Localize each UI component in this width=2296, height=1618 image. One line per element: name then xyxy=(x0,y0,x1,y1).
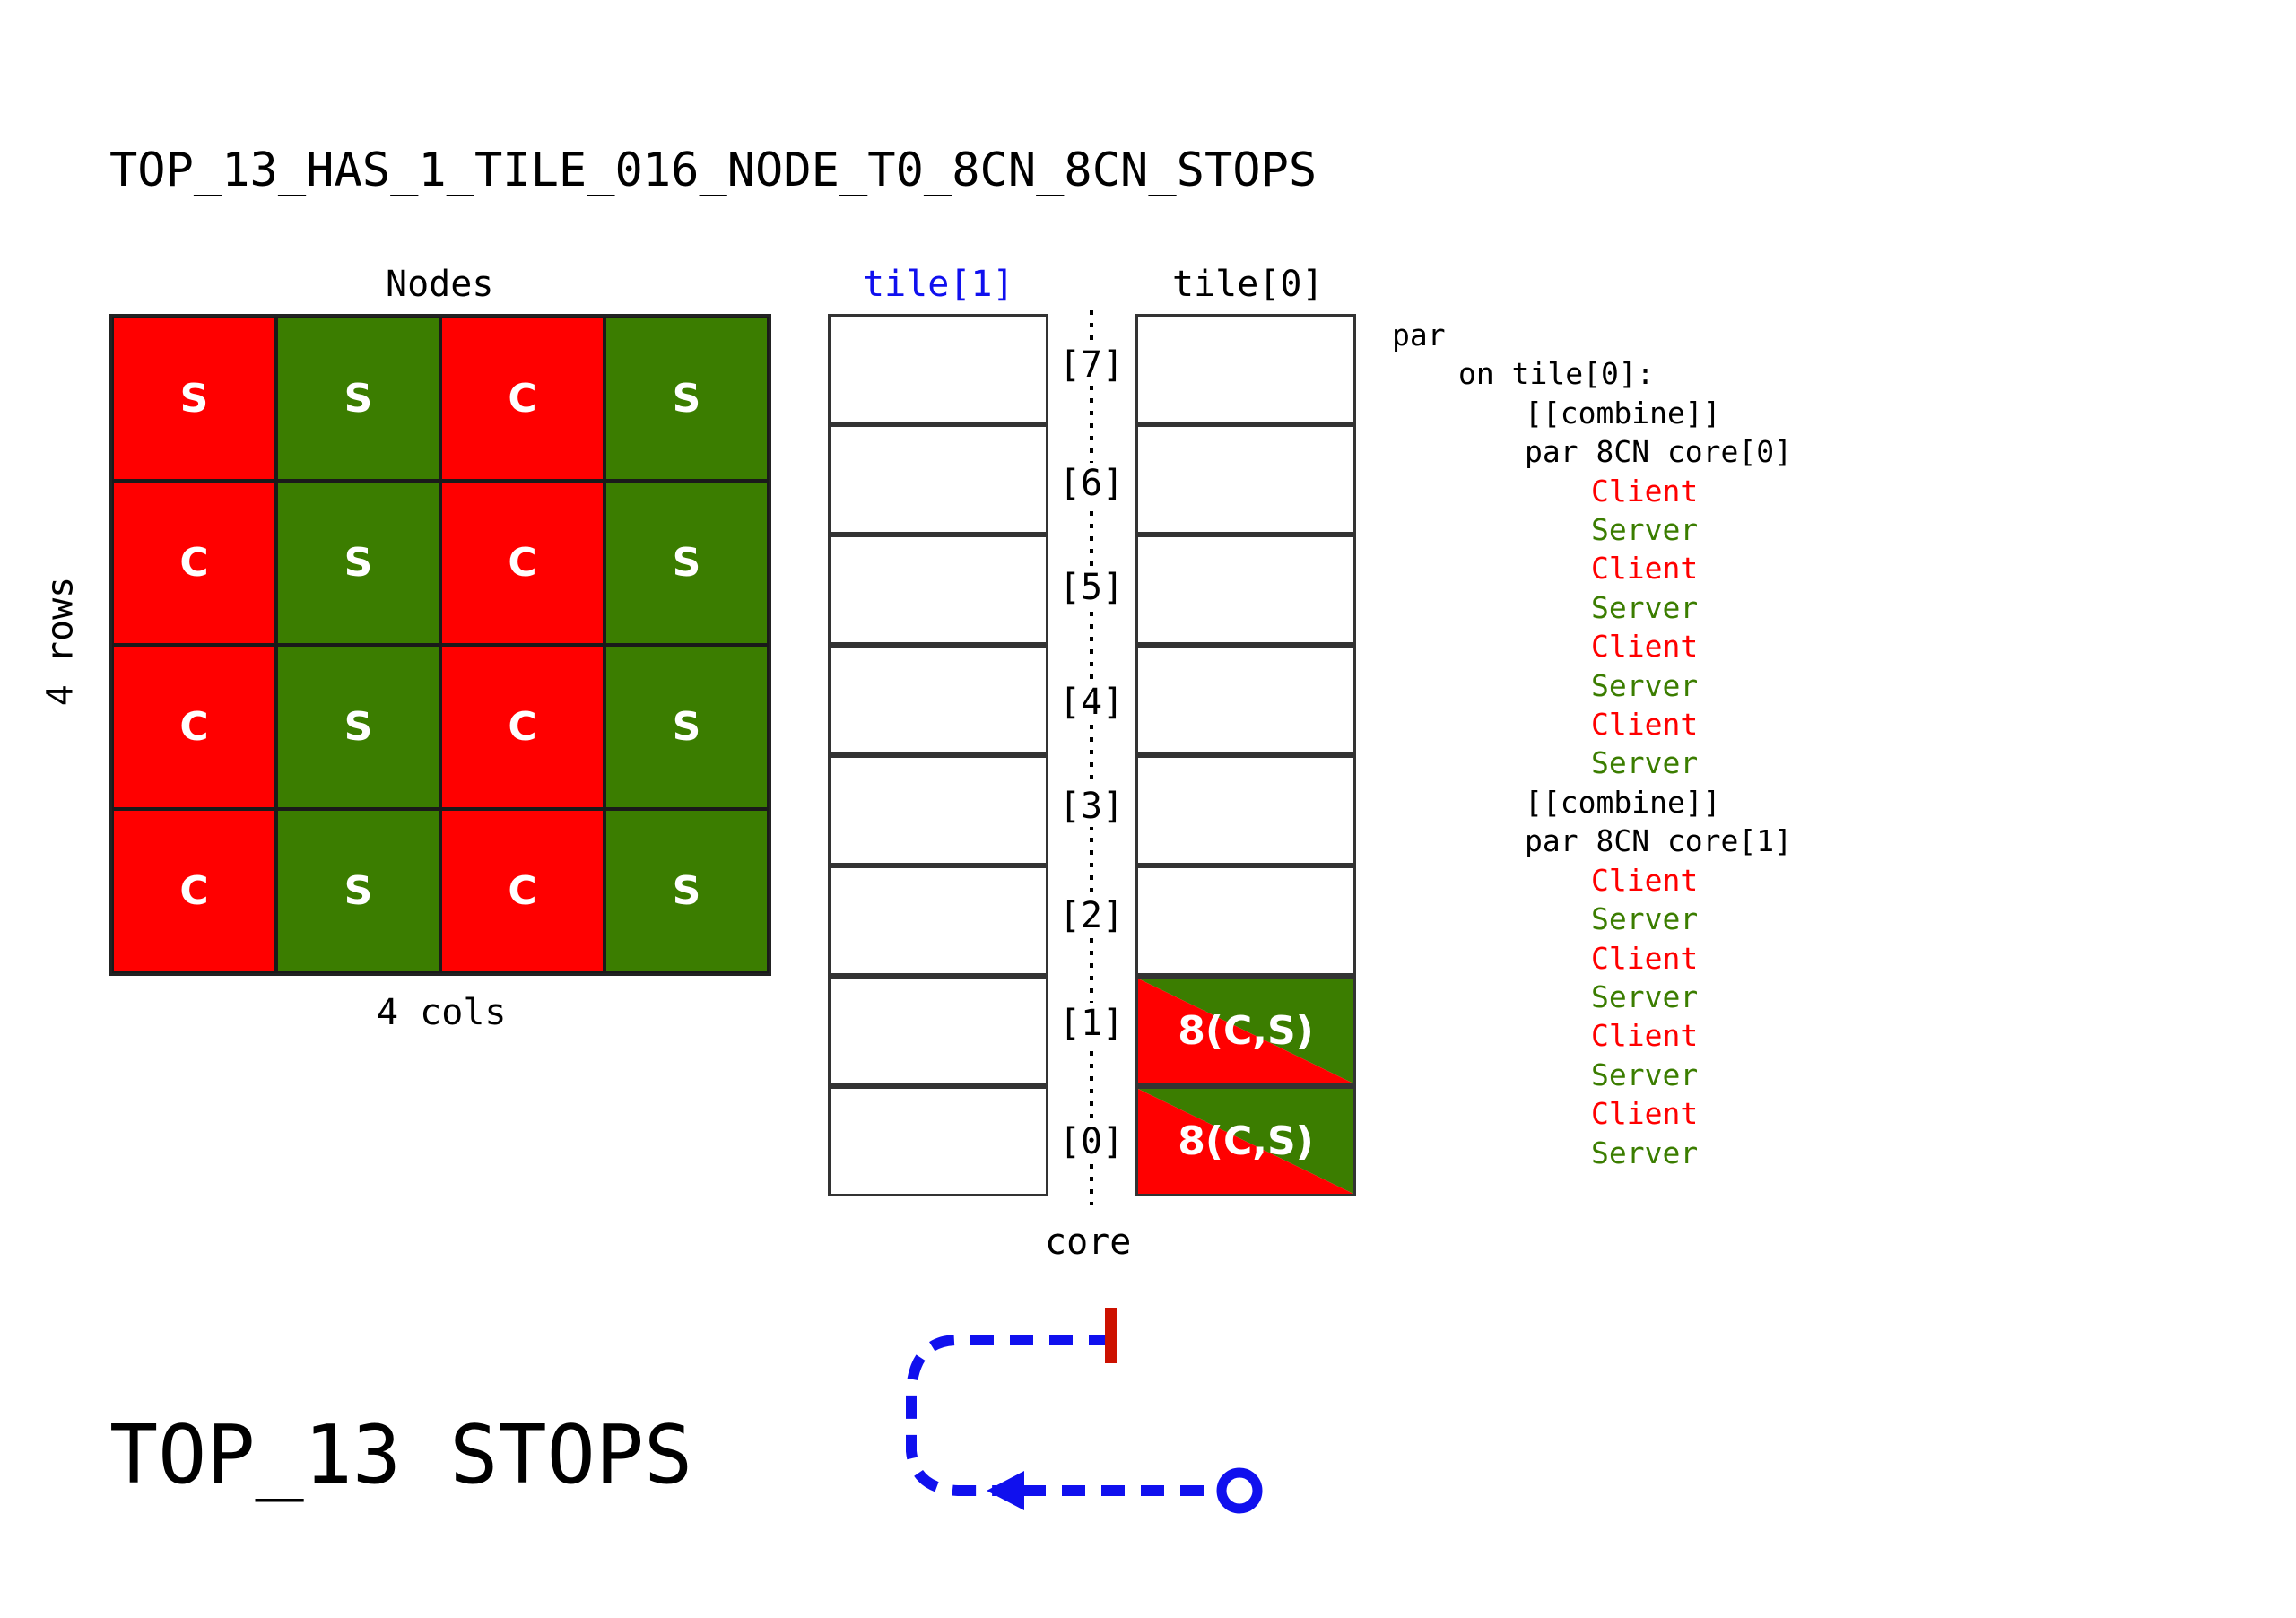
code-line: Client xyxy=(1591,707,1699,743)
core-index-label: [0] xyxy=(1056,1121,1127,1162)
code-line: on tile[0]: xyxy=(1458,356,1655,392)
code-line: Client xyxy=(1591,940,1699,976)
tile1-core-slot xyxy=(828,424,1048,535)
code-line: [[combine]] xyxy=(1525,784,1721,820)
code-line: par 8CN core[0] xyxy=(1525,434,1793,470)
tile0-core-slot xyxy=(1135,755,1356,866)
core-index-label: [2] xyxy=(1056,895,1127,936)
tile1-core-slot xyxy=(828,645,1048,755)
tile1-core-slot xyxy=(828,314,1048,424)
cols-label: 4 cols xyxy=(377,992,507,1033)
code-line: Server xyxy=(1591,589,1699,625)
node-cell: S xyxy=(276,481,440,645)
tile1-core-slot xyxy=(828,535,1048,645)
tile0-cores: 8(C,S) 8(C,S) xyxy=(1135,314,1356,1196)
code-line: Client xyxy=(1591,862,1699,898)
tile0-core-slot: 8(C,S) xyxy=(1135,976,1356,1086)
tile0-core-slot xyxy=(1135,866,1356,976)
code-line: par xyxy=(1392,318,1446,352)
node-cell: C xyxy=(440,481,604,645)
code-listing: par on tile[0]: [[combine]] par 8CN core[0]… xyxy=(1392,316,1792,1172)
tile0-core-slot xyxy=(1135,314,1356,424)
code-line: [[combine]] xyxy=(1525,395,1721,431)
node-cell: S xyxy=(604,317,769,481)
code-line: Client xyxy=(1591,1018,1699,1054)
code-line: Server xyxy=(1591,667,1699,703)
node-cell: S xyxy=(112,317,276,481)
core-index-label: [7] xyxy=(1056,344,1127,386)
core-index-label: [6] xyxy=(1056,463,1127,504)
tile1-core-slot xyxy=(828,1086,1048,1196)
stops-path-icon xyxy=(906,1308,1263,1514)
node-cell: S xyxy=(276,317,440,481)
core-assignment-label: 8(C,S) xyxy=(1178,1008,1314,1054)
tile1-cores xyxy=(828,314,1048,1196)
tile0-core-slot xyxy=(1135,424,1356,535)
node-cell: S xyxy=(604,645,769,809)
node-cell: C xyxy=(112,809,276,973)
core-assignment-label: 8(C,S) xyxy=(1178,1118,1314,1164)
node-cell: S xyxy=(276,809,440,973)
tile0-core-slot xyxy=(1135,535,1356,645)
tile1-core-slot xyxy=(828,755,1048,866)
tile0-label: tile[0] xyxy=(1172,264,1324,305)
core-index-label: [5] xyxy=(1056,567,1127,608)
code-line: Server xyxy=(1591,1135,1699,1170)
tile1-label: tile[1] xyxy=(863,264,1014,305)
node-cell: S xyxy=(604,809,769,973)
tile0-core-slot xyxy=(1135,645,1356,755)
core-index-label: [4] xyxy=(1056,682,1127,723)
node-cell: C xyxy=(112,645,276,809)
code-line: Server xyxy=(1591,745,1699,781)
stops-title: TOP_13 STOPS xyxy=(109,1408,693,1502)
node-cell: S xyxy=(276,645,440,809)
node-cell: C xyxy=(112,481,276,645)
code-line: Client xyxy=(1591,1096,1699,1132)
code-line: Server xyxy=(1591,1057,1699,1092)
code-line: Client xyxy=(1591,551,1699,587)
tile0-core-slot: 8(C,S) xyxy=(1135,1086,1356,1196)
code-line: Client xyxy=(1591,629,1699,665)
code-line: Server xyxy=(1591,901,1699,937)
code-line: par 8CN core[1] xyxy=(1525,823,1793,859)
core-index-label: [3] xyxy=(1056,786,1127,827)
core-divider xyxy=(1090,310,1093,1205)
core-index-label: [1] xyxy=(1056,1003,1127,1044)
node-cell: C xyxy=(440,317,604,481)
code-line: Server xyxy=(1591,979,1699,1014)
node-cell: C xyxy=(440,809,604,973)
code-line: Server xyxy=(1591,512,1699,548)
node-cell: C xyxy=(440,645,604,809)
diagram-title: TOP_13_HAS_1_TILE_016_NODE_T0_8CN_8CN_ST… xyxy=(109,144,1318,197)
node-cell: S xyxy=(604,481,769,645)
tile1-core-slot xyxy=(828,976,1048,1086)
code-line: Client xyxy=(1591,473,1699,509)
core-label: core xyxy=(1045,1222,1132,1263)
rows-label: 4 rows xyxy=(39,576,82,707)
nodes-label: Nodes xyxy=(386,264,494,305)
tile1-core-slot xyxy=(828,866,1048,976)
